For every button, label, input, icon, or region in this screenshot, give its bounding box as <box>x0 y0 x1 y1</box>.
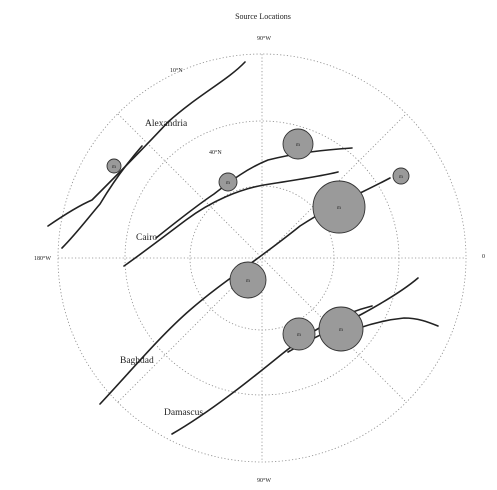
track-line-3 <box>155 147 353 239</box>
city-label-baghdad: Baghdad <box>120 356 154 366</box>
source-label: m <box>339 328 343 333</box>
compass-east-label: 0 <box>482 254 485 260</box>
source-label: m <box>297 333 301 338</box>
city-label-cairo: Cairo <box>136 233 157 243</box>
source-label: m <box>226 181 230 186</box>
source-label: m <box>399 175 403 180</box>
compass-south-label: 90°W <box>257 477 271 484</box>
source-marker: m <box>312 180 366 234</box>
source-circle <box>218 172 238 192</box>
source-label: m <box>337 206 341 211</box>
source-circle <box>318 306 364 352</box>
source-marker: m <box>318 306 364 352</box>
source-marker: m <box>282 128 314 160</box>
source-marker: m <box>392 167 410 185</box>
city-label-damascus: Damascus <box>164 408 203 418</box>
polar-grid <box>57 53 467 463</box>
latitude-label-outer: 10°N <box>170 67 183 74</box>
city-label-alexandria: Alexandria <box>145 119 188 129</box>
latitude-label-inner: 40°N <box>209 149 222 156</box>
compass-north-label: 90°W <box>257 35 271 42</box>
outer-ring <box>57 53 467 463</box>
track-line-4 <box>123 171 339 267</box>
source-marker: m <box>106 158 122 174</box>
source-circle <box>282 128 314 160</box>
source-marker: m <box>229 261 267 299</box>
source-circle <box>312 180 366 234</box>
track-line-2 <box>61 145 143 249</box>
track-lines <box>47 61 439 435</box>
source-circle <box>392 167 410 185</box>
source-label: m <box>112 165 116 170</box>
source-circle <box>282 317 316 351</box>
source-marker: m <box>282 317 316 351</box>
source-circle <box>106 158 122 174</box>
compass-west-label: 180°W <box>34 255 51 262</box>
source-label: m <box>246 279 250 284</box>
source-markers: m m m m m m m m <box>106 128 410 352</box>
track-line-1 <box>47 61 246 227</box>
diagram-title: Source Locations <box>235 12 291 21</box>
source-label: m <box>296 143 300 148</box>
source-circle <box>229 261 267 299</box>
source-marker: m <box>218 172 238 192</box>
